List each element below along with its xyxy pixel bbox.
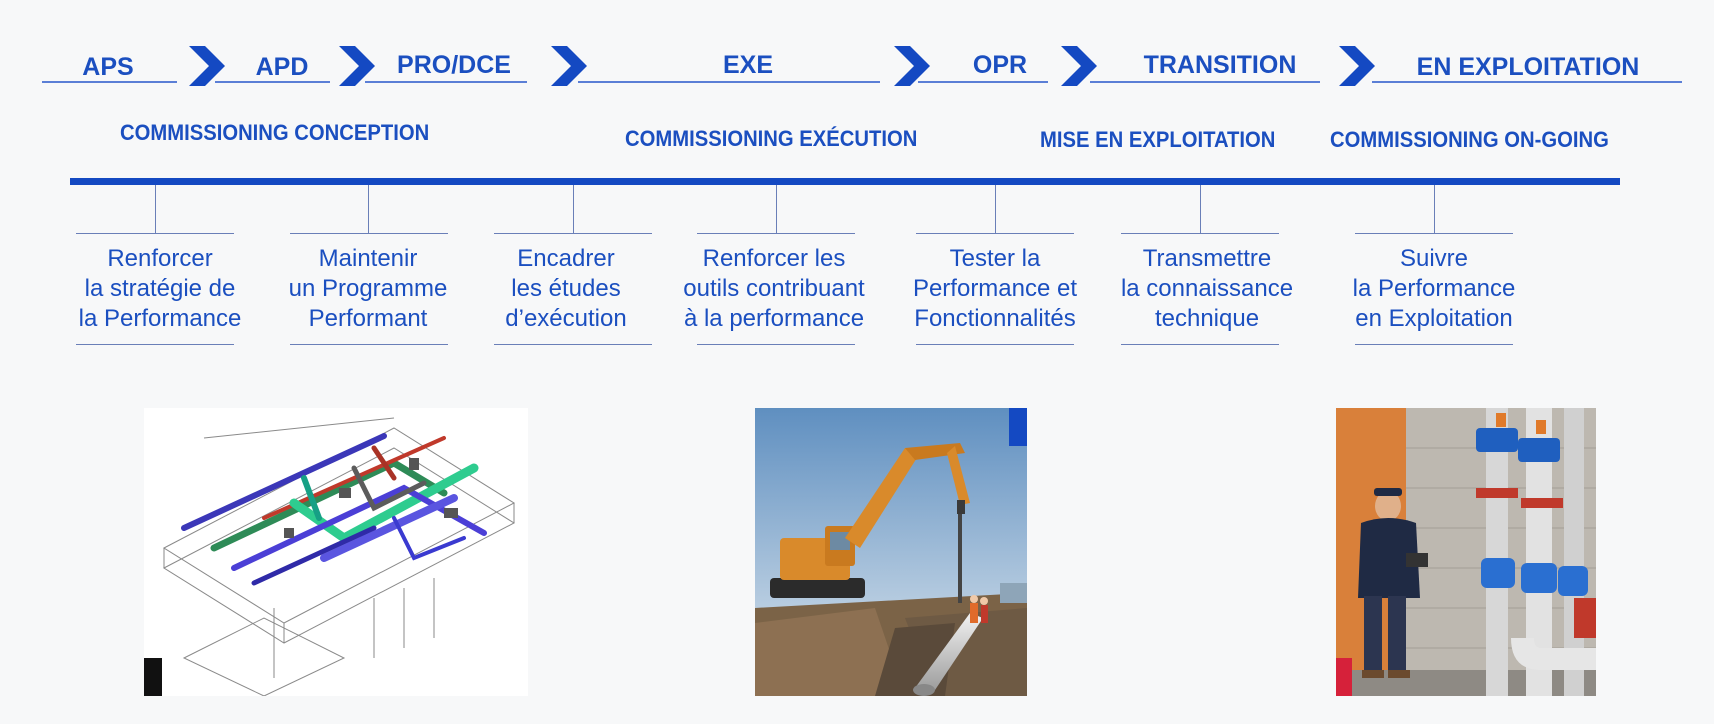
phase-line-exe bbox=[578, 81, 880, 83]
commissioning-conception: COMMISSIONING CONCEPTION bbox=[120, 120, 430, 145]
goal-line: en Exploitation bbox=[1355, 305, 1513, 332]
timeline-tick bbox=[368, 185, 369, 233]
goal-line: la connaissance bbox=[1120, 275, 1294, 302]
excavator-pipe-laying-image bbox=[755, 408, 1027, 696]
timeline-tick bbox=[155, 185, 156, 233]
goal-suivre-performance: Suivre la Performance en Exploitation bbox=[1336, 244, 1532, 334]
goal-encadrer-etudes: Encadrer les études d’exécution bbox=[476, 244, 656, 334]
goal-line: Performant bbox=[308, 305, 428, 332]
goal-top-rule bbox=[697, 233, 855, 234]
goal-line: technique bbox=[1154, 305, 1260, 332]
phase-line-en-exploitation bbox=[1372, 81, 1682, 83]
phase-line-aps bbox=[42, 81, 177, 83]
phase-line-transition bbox=[1090, 81, 1320, 83]
goal-top-rule bbox=[1121, 233, 1279, 234]
chevron-right-icon bbox=[551, 46, 587, 86]
timeline-tick bbox=[1200, 185, 1201, 233]
goal-line: Transmettre bbox=[1142, 245, 1272, 272]
chevron-right-icon bbox=[339, 46, 375, 86]
phase-line-opr bbox=[918, 81, 1048, 83]
goal-line: un Programme bbox=[288, 275, 448, 302]
phase-exe: EXE bbox=[722, 51, 774, 79]
commissioning-on-going: COMMISSIONING ON-GOING bbox=[1330, 127, 1609, 152]
goal-line: Renforcer bbox=[107, 245, 213, 272]
goal-line: Performance et bbox=[912, 275, 1078, 302]
goal-line: Maintenir bbox=[318, 245, 418, 272]
goal-bottom-rule bbox=[916, 344, 1074, 345]
corner-marker bbox=[144, 658, 162, 696]
technician-plant-room-image bbox=[1336, 408, 1596, 696]
chevron-right-icon bbox=[894, 46, 930, 86]
goal-line: la stratégie de bbox=[84, 275, 236, 302]
goal-line: d’exécution bbox=[505, 305, 627, 332]
goal-bottom-rule bbox=[290, 344, 448, 345]
phase-aps: APS bbox=[82, 53, 134, 81]
goal-maintenir-programme: Maintenir un Programme Performant bbox=[268, 244, 468, 334]
goal-top-rule bbox=[76, 233, 234, 234]
mise-en-exploitation: MISE EN EXPLOITATION bbox=[1040, 127, 1276, 152]
goal-bottom-rule bbox=[1121, 344, 1279, 345]
phase-transition: TRANSITION bbox=[1143, 51, 1297, 79]
goal-line: Suivre bbox=[1399, 245, 1469, 272]
goal-line: outils contribuant bbox=[683, 275, 865, 302]
phase-line-apd bbox=[215, 81, 330, 83]
goal-bottom-rule bbox=[1355, 344, 1513, 345]
goal-bottom-rule bbox=[697, 344, 855, 345]
timeline-tick bbox=[995, 185, 996, 233]
goal-line: Fonctionnalités bbox=[914, 305, 1076, 332]
bim-piping-isometric-image bbox=[144, 408, 528, 696]
chevron-right-icon bbox=[189, 46, 225, 86]
timeline-tick bbox=[573, 185, 574, 233]
phase-en-exploitation: EN EXPLOITATION bbox=[1416, 53, 1640, 81]
corner-marker bbox=[1009, 408, 1027, 446]
goal-bottom-rule bbox=[494, 344, 652, 345]
goal-line: les études bbox=[511, 275, 621, 302]
goal-renforcer-strategie: Renforcer la stratégie de la Performance bbox=[55, 244, 265, 334]
goal-top-rule bbox=[494, 233, 652, 234]
phase-apd: APD bbox=[255, 53, 309, 81]
chevron-right-icon bbox=[1339, 46, 1375, 86]
goal-top-rule bbox=[916, 233, 1074, 234]
commissioning-execution: COMMISSIONING EXÉCUTION bbox=[625, 126, 918, 151]
timeline-bar bbox=[70, 178, 1620, 185]
goal-line: Tester la bbox=[949, 245, 1041, 272]
goal-line: à la performance bbox=[683, 305, 865, 332]
chevron-right-icon bbox=[1061, 46, 1097, 86]
goal-line: la Performance bbox=[1352, 275, 1516, 302]
goal-renforcer-outils: Renforcer les outils contribuant à la pe… bbox=[656, 244, 892, 334]
corner-marker bbox=[1336, 658, 1352, 696]
phase-line-pro-dce bbox=[365, 81, 527, 83]
timeline-tick bbox=[776, 185, 777, 233]
phase-opr: OPR bbox=[972, 51, 1028, 79]
goal-transmettre-connaissance: Transmettre la connaissance technique bbox=[1107, 244, 1307, 334]
goal-line: la Performance bbox=[78, 305, 242, 332]
goal-tester-performance: Tester la Performance et Fonctionnalités bbox=[893, 244, 1097, 334]
phase-pro-dce: PRO/DCE bbox=[397, 51, 511, 79]
goal-line: Renforcer les bbox=[702, 245, 846, 272]
timeline-tick bbox=[1434, 185, 1435, 233]
goal-top-rule bbox=[290, 233, 448, 234]
goal-line: Encadrer bbox=[517, 245, 615, 272]
goal-bottom-rule bbox=[76, 344, 234, 345]
goal-top-rule bbox=[1355, 233, 1513, 234]
